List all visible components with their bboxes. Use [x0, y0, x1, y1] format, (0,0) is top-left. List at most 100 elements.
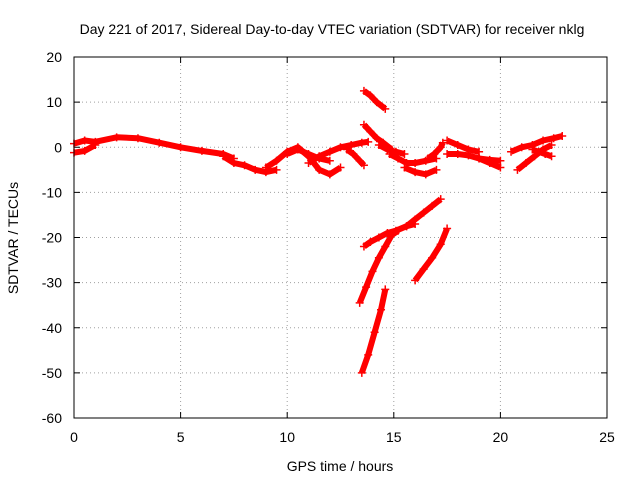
data-point [272, 165, 281, 174]
data-point [315, 165, 324, 174]
data-point [436, 240, 445, 249]
data-point [517, 143, 526, 152]
data-point [336, 163, 345, 172]
data-point [91, 140, 100, 149]
series-line [403, 164, 438, 178]
data-point [364, 137, 373, 146]
data-point [372, 134, 381, 143]
data-point [436, 195, 445, 204]
series-line [345, 147, 367, 168]
series-track-e [283, 145, 334, 165]
data-point [336, 143, 345, 152]
data-point [475, 154, 484, 163]
y-tick-label: 20 [46, 49, 62, 65]
series-track-w [411, 224, 452, 285]
series-layer [70, 86, 567, 377]
y-tick-label: -30 [42, 275, 62, 291]
series-track-l [400, 163, 441, 179]
data-point [315, 152, 324, 161]
data-point [528, 145, 537, 154]
y-tick-label: -10 [42, 184, 62, 200]
data-point [325, 170, 334, 179]
series-line [445, 137, 480, 155]
plot-frame [73, 56, 608, 419]
data-point [383, 145, 392, 154]
data-point [374, 233, 383, 242]
data-point [411, 168, 420, 177]
data-point [325, 156, 334, 165]
data-point [197, 146, 206, 155]
data-point [394, 154, 403, 163]
chart-title: Day 221 of 2017, Sidereal Day-to-day VTE… [80, 21, 585, 37]
series-track-r [513, 140, 556, 174]
data-point [438, 138, 447, 147]
x-axis-label: GPS time / hours [287, 458, 394, 474]
y-tick-label: 0 [54, 139, 62, 155]
data-point [496, 156, 505, 165]
data-point [374, 140, 383, 149]
data-point [304, 150, 313, 159]
data-point [357, 368, 366, 377]
data-point [366, 238, 375, 247]
data-point [530, 152, 539, 161]
data-point [453, 150, 462, 159]
data-point [436, 143, 445, 152]
data-point [547, 152, 556, 161]
data-point [364, 350, 373, 359]
data-point [513, 165, 522, 174]
series-track-v [355, 226, 403, 307]
x-tick-label: 5 [177, 429, 185, 445]
data-point [411, 159, 420, 168]
data-point [428, 201, 437, 210]
data-point [342, 145, 351, 154]
data-point [400, 150, 409, 159]
data-point [507, 147, 516, 156]
series-track-p [475, 154, 505, 165]
data-point [357, 138, 366, 147]
series-line [362, 88, 388, 112]
data-point [381, 104, 390, 113]
series-track-g [342, 145, 368, 170]
data-point [359, 120, 368, 129]
series-track-h [359, 86, 390, 113]
data-point [385, 150, 394, 159]
y-tick-label: -50 [42, 365, 62, 381]
data-point [251, 165, 260, 174]
data-point [419, 265, 428, 274]
x-tick-label: 10 [279, 429, 295, 445]
series-track-j [374, 140, 409, 159]
data-point [464, 151, 473, 160]
x-tick-label: 25 [599, 429, 615, 445]
data-point [304, 159, 313, 168]
data-point [411, 215, 420, 224]
data-point [359, 161, 368, 170]
data-point [432, 165, 441, 174]
data-point [558, 131, 567, 140]
data-point [423, 154, 432, 163]
grid-layer [74, 57, 607, 418]
data-point [355, 298, 364, 307]
data-point [362, 283, 371, 292]
data-point [133, 134, 142, 143]
data-point [80, 146, 89, 155]
data-point [355, 156, 364, 165]
data-point [453, 140, 462, 149]
data-point [430, 150, 439, 159]
series-track-u [402, 195, 445, 231]
data-point [372, 98, 381, 107]
data-point [347, 140, 356, 149]
data-point [283, 150, 292, 159]
data-point [387, 231, 396, 240]
data-point [400, 163, 409, 172]
x-tick-label: 20 [493, 429, 509, 445]
data-point [359, 242, 368, 251]
data-point [112, 133, 121, 142]
data-point [428, 253, 437, 262]
data-point [80, 136, 89, 145]
data-point [443, 136, 452, 145]
data-point [443, 150, 452, 159]
series-line [412, 227, 450, 283]
data-point [411, 276, 420, 285]
y-tick-label: -20 [42, 230, 62, 246]
